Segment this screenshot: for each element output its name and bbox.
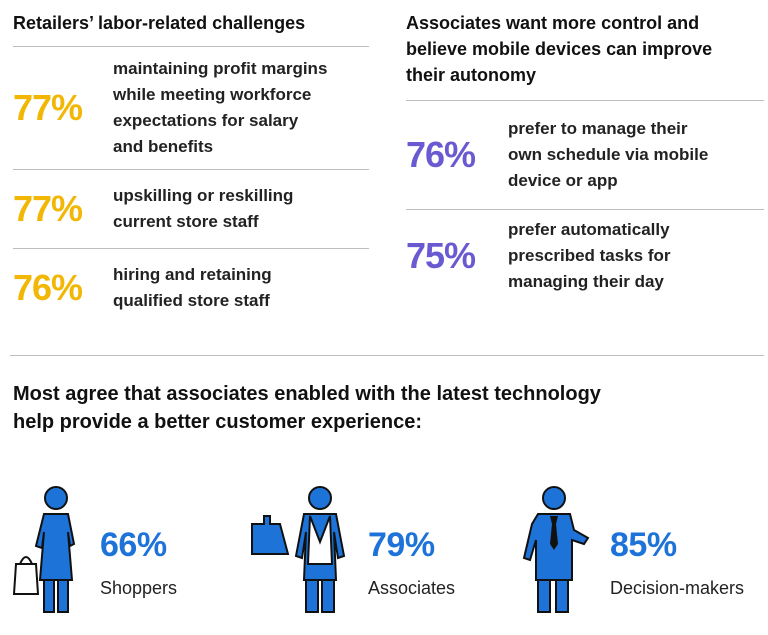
stat-description: prefer automatically prescribed tasks fo… — [508, 217, 671, 295]
stat-description-line: expectations for salary — [113, 111, 299, 130]
stat-description: upskilling or reskilling current store s… — [113, 183, 293, 235]
stat-row: 77% upskilling or reskilling current sto… — [13, 170, 369, 248]
stat-description-line: managing their day — [508, 272, 664, 291]
stat-description-line: prescribed tasks for — [508, 246, 671, 265]
stat-row: 77% maintaining profit margins while mee… — [13, 47, 369, 169]
stat-description: hiring and retaining qualified store sta… — [113, 262, 272, 314]
stat-description-line: own schedule via mobile — [508, 145, 709, 164]
title-line: Associates want more control and — [406, 13, 700, 33]
divider — [13, 46, 369, 47]
section-divider — [10, 355, 764, 356]
associates-group: 79% Associates — [248, 484, 488, 616]
associates-control-section: Associates want more control and believe… — [406, 10, 764, 302]
stat-description-line: device or app — [508, 171, 618, 190]
group-label: Shoppers — [100, 578, 178, 598]
stat-row: 75% prefer automatically prescribed task… — [406, 210, 764, 302]
stat-value: 77% — [13, 188, 83, 229]
shoppers-group: 66% Shoppers — [10, 484, 240, 616]
title-line: Most agree that associates enabled with … — [13, 383, 601, 405]
divider — [13, 169, 369, 170]
stat-description-line: hiring and retaining — [113, 265, 272, 284]
stat-description-line: current store staff — [113, 212, 259, 231]
stat-description-line: and benefits — [113, 137, 214, 156]
group-value: 66% — [100, 526, 167, 564]
stat-description-line: qualified store staff — [113, 291, 270, 310]
retailer-challenges-title: Retailers’ labor-related challenges — [13, 13, 306, 33]
stat-row: 76% hiring and retaining qualified store… — [13, 249, 369, 327]
divider — [13, 248, 369, 249]
stat-description: prefer to manage their own schedule via … — [508, 116, 708, 194]
divider — [406, 100, 764, 101]
title-line: their autonomy — [406, 65, 537, 85]
stat-description-line: upskilling or reskilling — [113, 186, 294, 205]
stat-description: maintaining profit margins while meeting… — [113, 56, 327, 160]
decision-makers-group: 85% Decision-makers — [520, 484, 764, 616]
title-line: help provide a better customer experienc… — [13, 411, 423, 433]
decision-maker-icon — [522, 486, 590, 613]
stat-description-line: while meeting workforce — [113, 85, 312, 104]
divider — [406, 209, 764, 210]
stat-value: 76% — [406, 134, 476, 175]
group-label: Associates — [368, 578, 456, 598]
stat-value: 77% — [13, 87, 83, 128]
stat-value: 76% — [13, 267, 83, 308]
customer-experience-title: Most agree that associates enabled with … — [13, 380, 733, 436]
stat-value: 75% — [406, 235, 476, 276]
retailer-challenges-section: Retailers’ labor-related challenges 77% … — [13, 10, 369, 327]
title-line: believe mobile devices can improve — [406, 39, 713, 59]
group-label: Decision-makers — [610, 578, 745, 598]
stat-description-line: prefer automatically — [508, 220, 670, 239]
associate-icon — [251, 486, 346, 613]
stat-description-line: maintaining profit margins — [113, 59, 328, 78]
shopper-icon — [12, 486, 76, 613]
group-value: 79% — [368, 526, 435, 564]
stat-description-line: prefer to manage their — [508, 119, 688, 138]
associates-control-title: Associates want more control and believe… — [406, 10, 764, 100]
stat-row: 76% prefer to manage their own schedule … — [406, 101, 764, 209]
group-value: 85% — [610, 526, 677, 564]
